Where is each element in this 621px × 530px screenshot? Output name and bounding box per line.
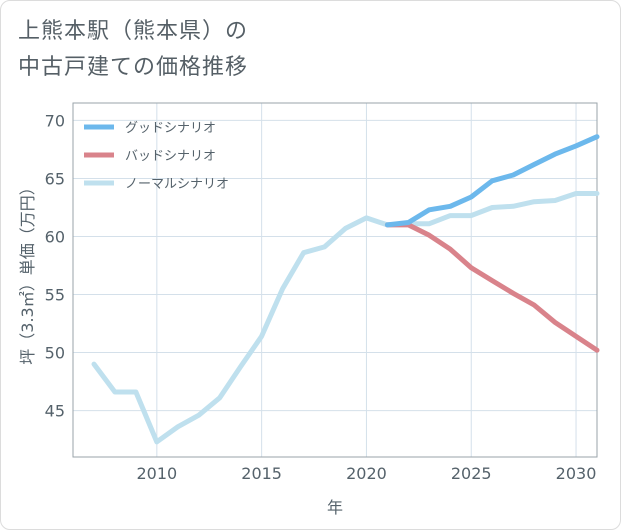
x-tick-label: 2020 bbox=[346, 464, 387, 483]
series-line-1 bbox=[384, 222, 600, 353]
series-line-2 bbox=[91, 191, 600, 445]
plot-frame bbox=[72, 102, 598, 458]
y-tick-label: 55 bbox=[45, 286, 65, 305]
series-line-0 bbox=[384, 134, 600, 228]
legend-item: グッドシナリオ bbox=[84, 121, 216, 136]
legend-label: バッドシナリオ bbox=[125, 149, 216, 164]
y-axis-ticks: 45 50 55 60 65 70 bbox=[45, 111, 65, 420]
legend-item: バッドシナリオ bbox=[84, 149, 216, 164]
chart-title-line-2: 中古戸建ての価格推移 bbox=[18, 55, 249, 80]
y-tick-label: 50 bbox=[45, 344, 65, 363]
chart-title-line-1: 上熊本駅（熊本県）の bbox=[18, 19, 249, 44]
x-tick-label: 2015 bbox=[241, 464, 282, 483]
x-tick-label: 2025 bbox=[451, 464, 492, 483]
x-tick-label: 2010 bbox=[136, 464, 177, 483]
legend-label: ノーマルシナリオ bbox=[125, 177, 229, 192]
y-tick-label: 45 bbox=[45, 402, 65, 421]
plot-area bbox=[73, 103, 597, 457]
legend-item: ノーマルシナリオ bbox=[84, 177, 229, 192]
plot-border bbox=[72, 102, 598, 458]
series-layer bbox=[91, 134, 600, 445]
y-tick-label: 65 bbox=[45, 169, 65, 188]
y-axis-title: 坪（3.3㎡）単価（万円） bbox=[18, 179, 37, 364]
x-tick-label: 2030 bbox=[556, 464, 597, 483]
chart-title: 上熊本駅（熊本県）の 中古戸建ての価格推移 bbox=[18, 14, 248, 86]
legend-label: グッドシナリオ bbox=[125, 121, 216, 136]
y-tick-label: 70 bbox=[45, 111, 65, 130]
x-axis-ticks: 2010 2015 2020 2025 2030 bbox=[136, 464, 596, 483]
x-axis-title: 年 bbox=[327, 498, 343, 517]
y-tick-label: 60 bbox=[45, 227, 65, 246]
